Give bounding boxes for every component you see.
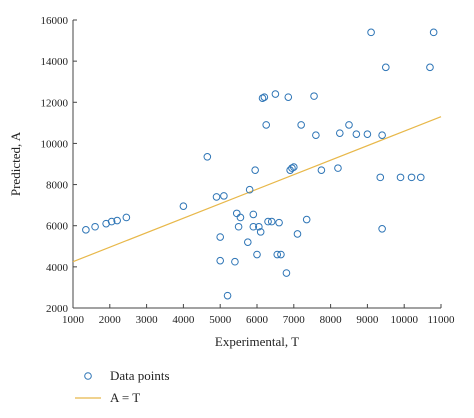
data-point [334, 164, 342, 172]
x-tick-label: 10000 [390, 314, 418, 326]
data-point [267, 217, 276, 226]
data-point [203, 153, 212, 161]
data-point [284, 93, 293, 101]
data-point [382, 63, 390, 72]
data-point [249, 222, 258, 231]
data-point [282, 269, 291, 277]
data-point [312, 131, 320, 139]
x-axis-title: Experimental, T [215, 334, 299, 349]
data-point [429, 28, 438, 37]
data-point [220, 192, 228, 200]
y-tick-label: 2000 [46, 303, 69, 315]
x-tick-label: 2000 [99, 314, 122, 326]
data-point [396, 173, 405, 182]
data-point [376, 173, 385, 182]
data-point [297, 121, 305, 129]
data-point [407, 173, 416, 182]
data-point [275, 218, 283, 227]
data-point [352, 130, 361, 138]
data-point [345, 121, 353, 129]
data-point [107, 217, 116, 226]
y-tick-label: 6000 [46, 221, 69, 233]
x-tick-label: 9000 [356, 314, 379, 326]
y-tick-label: 16000 [41, 15, 69, 27]
data-point [310, 92, 318, 100]
data-point [262, 121, 271, 129]
y-axis-ticks: 2000 4000 6000 8000 10000 12000 14000 16000 [41, 15, 77, 315]
data-point [113, 216, 121, 225]
data-point [363, 130, 372, 138]
data-point [232, 209, 241, 218]
data-point [264, 217, 272, 226]
data-point [251, 166, 259, 174]
legend-label-a-equals-t: A = T [110, 390, 140, 405]
y-tick-label: 4000 [46, 262, 69, 274]
y-tick-label: 10000 [41, 138, 69, 150]
data-point [317, 166, 326, 174]
x-tick-label: 7000 [283, 314, 306, 326]
data-point [244, 238, 252, 246]
y-axis-title: Predicted, A [8, 131, 23, 196]
series-data-points [82, 28, 438, 300]
data-point [288, 164, 296, 172]
data-point [336, 129, 344, 137]
data-point [245, 185, 254, 194]
data-point [249, 210, 258, 219]
y-tick-label: 8000 [46, 180, 69, 192]
x-tick-label: 3000 [136, 314, 159, 326]
x-tick-label: 8000 [320, 314, 343, 326]
data-point [426, 63, 434, 72]
y-tick-label: 14000 [41, 56, 69, 68]
data-point [122, 213, 131, 222]
data-point [179, 202, 188, 210]
data-point [223, 291, 232, 300]
data-point [216, 233, 224, 241]
data-point [378, 225, 386, 233]
data-point [82, 226, 90, 234]
plot-area: 1000 2000 3000 4000 5000 6000 7000 8000 9000 1000… [41, 15, 456, 326]
data-point [231, 257, 239, 266]
x-tick-label: 11000 [427, 314, 455, 326]
x-tick-label: 6000 [246, 314, 269, 326]
data-point [216, 256, 224, 265]
data-point [416, 173, 425, 182]
data-point [271, 90, 280, 98]
data-point [258, 94, 267, 102]
data-point [253, 250, 261, 259]
x-tick-label: 5000 [209, 314, 232, 326]
data-point [91, 222, 99, 231]
data-point [260, 93, 269, 101]
legend-marker-data-points [84, 372, 92, 380]
data-point [293, 230, 302, 238]
series-line-a-equals-t [72, 116, 442, 263]
data-point [234, 222, 243, 231]
data-point [378, 131, 386, 139]
data-point [302, 215, 311, 224]
legend: Data points A = T [75, 368, 170, 405]
x-tick-label: 1000 [62, 314, 85, 326]
data-point [273, 250, 282, 259]
data-point [367, 28, 375, 37]
x-axis-ticks: 1000 2000 3000 4000 5000 6000 7000 8000 9000 1000… [62, 304, 455, 326]
legend-label-data-points: Data points [110, 368, 170, 383]
data-point [236, 213, 245, 222]
data-point [255, 222, 263, 231]
x-tick-label: 4000 [172, 314, 195, 326]
data-point [212, 193, 221, 201]
data-point [277, 250, 285, 259]
data-point [290, 163, 298, 171]
y-tick-label: 12000 [41, 97, 69, 109]
data-point [256, 228, 265, 236]
